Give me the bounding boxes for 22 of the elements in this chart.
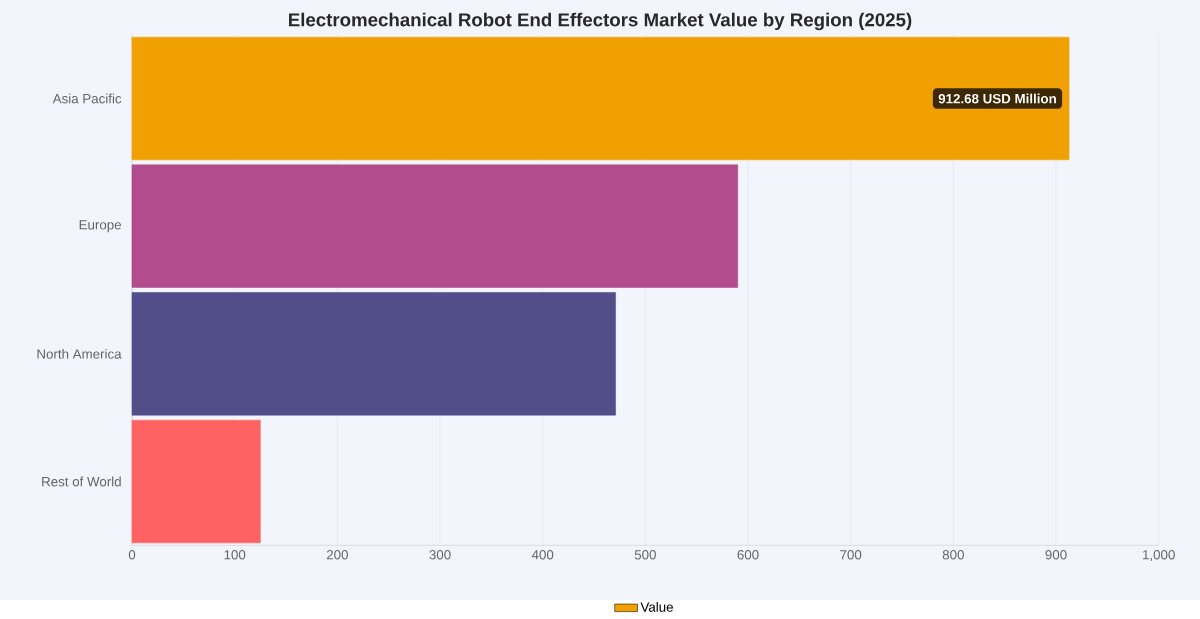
- x-tick-label: 800: [942, 550, 964, 560]
- legend-label: Value: [640, 602, 673, 612]
- x-tick-label: 400: [531, 550, 554, 560]
- bar: [131, 36, 1070, 161]
- x-tick-label: 1,000: [1143, 550, 1175, 562]
- x-tick-label: 900: [1045, 550, 1067, 560]
- x-tick-label: 500: [634, 550, 656, 560]
- chart-title: Electromechanical Robot End Effectors Market Value by Region (2025): [289, 12, 912, 31]
- y-tick-label: Asia Pacific: [52, 93, 122, 104]
- x-tick-label: 300: [429, 550, 451, 560]
- x-tick-label: 600: [737, 550, 759, 560]
- y-tick-label: North America: [37, 348, 122, 359]
- x-tick-label: 0: [128, 550, 136, 560]
- bar: [131, 292, 616, 416]
- bar: [131, 419, 261, 544]
- x-tick-label: 200: [326, 550, 348, 560]
- bar: [131, 164, 739, 288]
- x-tick-label: 700: [840, 550, 862, 560]
- x-tick-label: 100: [224, 550, 246, 560]
- y-tick-label: Rest of World: [42, 476, 121, 487]
- data-label: 912.68 USD Million: [938, 93, 1056, 104]
- y-tick-label: Europe: [79, 220, 121, 233]
